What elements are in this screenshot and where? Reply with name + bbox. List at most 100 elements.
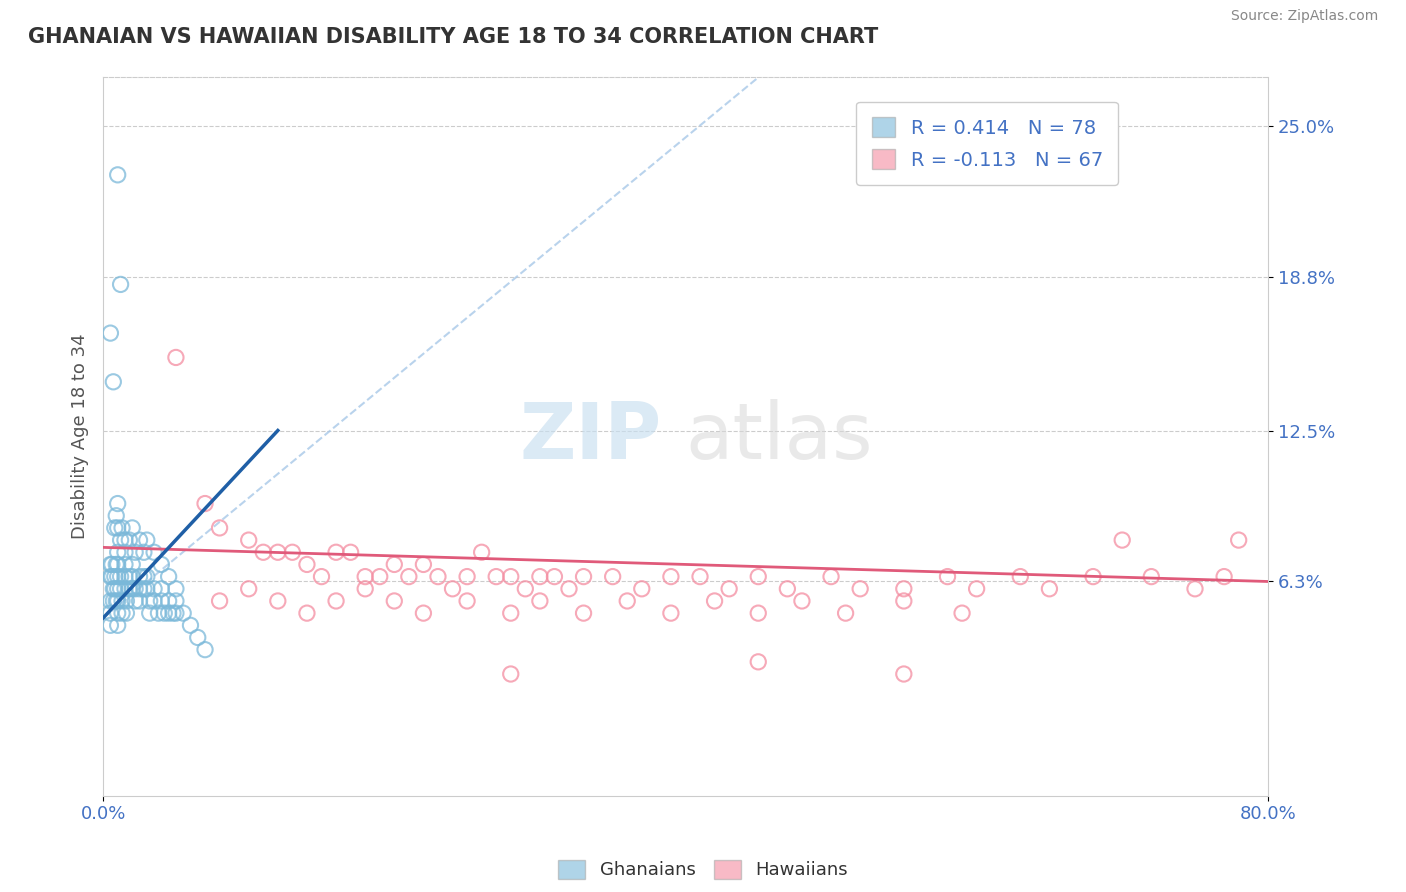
Point: [499, 569, 522, 583]
Point: [893, 667, 915, 681]
Point: [339, 545, 361, 559]
Point: [128, 594, 150, 608]
Point: [107, 606, 129, 620]
Point: [107, 521, 129, 535]
Point: [143, 545, 166, 559]
Point: [128, 582, 150, 596]
Point: [111, 521, 134, 535]
Point: [114, 558, 136, 572]
Point: [100, 569, 122, 583]
Point: [689, 569, 711, 583]
Point: [790, 594, 813, 608]
Point: [103, 582, 125, 596]
Point: [529, 594, 551, 608]
Point: [100, 618, 122, 632]
Point: [499, 606, 522, 620]
Point: [602, 569, 624, 583]
Point: [194, 642, 217, 657]
Point: [132, 569, 155, 583]
Point: [849, 582, 872, 596]
Point: [118, 533, 141, 547]
Point: [118, 582, 141, 596]
Point: [412, 606, 434, 620]
Point: [115, 606, 138, 620]
Point: [115, 594, 138, 608]
Point: [101, 558, 124, 572]
Point: [104, 582, 127, 596]
Point: [499, 667, 522, 681]
Point: [616, 594, 638, 608]
Point: [1111, 533, 1133, 547]
Point: [179, 618, 201, 632]
Point: [267, 545, 290, 559]
Point: [165, 351, 187, 365]
Point: [325, 545, 347, 559]
Point: [111, 594, 134, 608]
Point: [104, 569, 127, 583]
Legend: Ghanaians, Hawaiians: Ghanaians, Hawaiians: [551, 853, 855, 887]
Point: [208, 594, 231, 608]
Point: [107, 497, 129, 511]
Point: [456, 594, 478, 608]
Point: [153, 606, 176, 620]
Point: [110, 533, 132, 547]
Point: [110, 582, 132, 596]
Point: [135, 569, 157, 583]
Point: [107, 168, 129, 182]
Point: [143, 594, 166, 608]
Point: [165, 594, 187, 608]
Point: [138, 594, 160, 608]
Point: [121, 558, 143, 572]
Point: [295, 606, 318, 620]
Point: [776, 582, 799, 596]
Point: [111, 606, 134, 620]
Point: [110, 569, 132, 583]
Point: [107, 558, 129, 572]
Point: [485, 569, 508, 583]
Point: [148, 606, 170, 620]
Point: [1227, 533, 1250, 547]
Point: [107, 545, 129, 559]
Point: [354, 582, 377, 596]
Point: [103, 594, 125, 608]
Point: [1081, 569, 1104, 583]
Point: [820, 569, 842, 583]
Point: [368, 569, 391, 583]
Point: [162, 606, 184, 620]
Point: [114, 545, 136, 559]
Text: GHANAIAN VS HAWAIIAN DISABILITY AGE 18 TO 34 CORRELATION CHART: GHANAIAN VS HAWAIIAN DISABILITY AGE 18 T…: [28, 27, 879, 46]
Point: [157, 594, 180, 608]
Point: [950, 606, 973, 620]
Point: [157, 569, 180, 583]
Y-axis label: Disability Age 18 to 34: Disability Age 18 to 34: [72, 334, 89, 540]
Point: [747, 606, 769, 620]
Point: [105, 508, 128, 523]
Point: [311, 569, 333, 583]
Point: [103, 375, 125, 389]
Point: [135, 582, 157, 596]
Point: [121, 521, 143, 535]
Point: [100, 594, 122, 608]
Point: [150, 582, 173, 596]
Point: [412, 558, 434, 572]
Point: [128, 569, 150, 583]
Text: Source: ZipAtlas.com: Source: ZipAtlas.com: [1230, 9, 1378, 23]
Point: [118, 569, 141, 583]
Point: [194, 497, 217, 511]
Point: [100, 606, 122, 620]
Point: [441, 582, 464, 596]
Point: [150, 558, 173, 572]
Point: [101, 569, 124, 583]
Point: [114, 582, 136, 596]
Point: [966, 582, 988, 596]
Point: [124, 545, 146, 559]
Point: [165, 582, 187, 596]
Point: [107, 594, 129, 608]
Point: [1184, 582, 1206, 596]
Point: [747, 655, 769, 669]
Point: [558, 582, 581, 596]
Point: [267, 594, 290, 608]
Point: [1010, 569, 1032, 583]
Point: [659, 569, 682, 583]
Point: [114, 533, 136, 547]
